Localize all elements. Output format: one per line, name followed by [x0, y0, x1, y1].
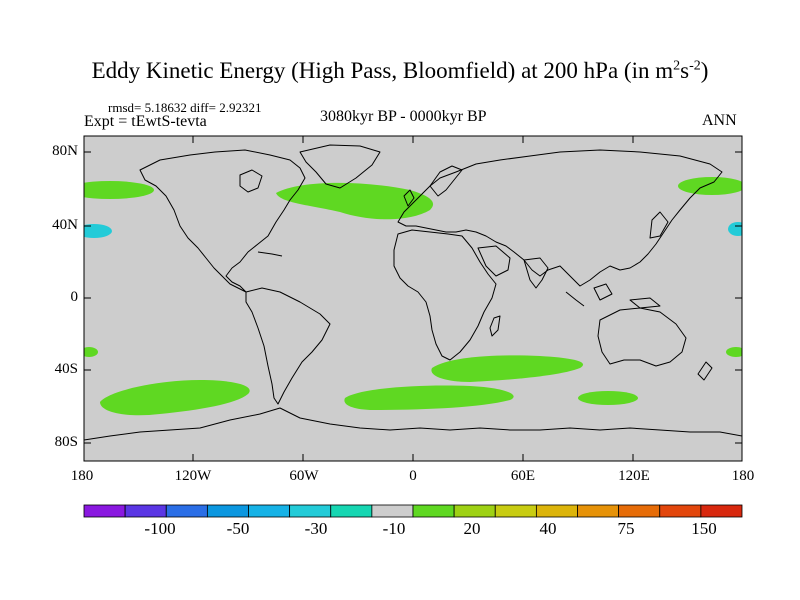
- coast-arabia: [477, 245, 511, 277]
- coast-hudson-bay: [239, 169, 263, 193]
- colorbar: [83, 504, 743, 518]
- anomaly-negative-pacific-east: [728, 222, 742, 236]
- coast-scandinavia: [429, 165, 463, 197]
- coast-africa: [393, 229, 497, 361]
- colorbar-label: -100: [144, 519, 176, 538]
- colorbar-box: [330, 504, 373, 518]
- lat-label-40s: 40S: [54, 361, 78, 377]
- coast-greenland: [299, 144, 381, 189]
- season-label: ANN: [702, 112, 737, 129]
- colorbar-label: 20: [463, 519, 481, 538]
- coast-japan: [649, 211, 669, 239]
- lat-label-80s: 80S: [54, 434, 78, 450]
- coast-caribbean: [257, 251, 283, 257]
- coast-antarctica: [84, 407, 742, 441]
- coast-sumatra: [565, 291, 585, 307]
- anomaly-south-pacific-east: [726, 347, 742, 357]
- map-title: Eddy Kinetic Energy (High Pass, Bloomfie…: [91, 58, 709, 83]
- lon-label-180w: 180: [70, 468, 94, 484]
- anomaly-south-pacific: [100, 380, 250, 416]
- anomaly-south-indian: [431, 355, 584, 382]
- colorbar-label: -10: [382, 519, 406, 538]
- coast-india: [523, 257, 549, 289]
- anomaly-regions: [84, 177, 742, 416]
- anomaly-south-indian-east: [578, 391, 638, 405]
- colorbar-box: [206, 504, 249, 518]
- stats-text: rmsd= 5.18632 diff= 2.92321: [108, 100, 262, 115]
- colorbar-label: 150: [691, 519, 717, 538]
- anomaly-north-atlantic: [276, 182, 434, 220]
- lon-label-60e: 60E: [510, 468, 536, 484]
- coast-eurasia: [397, 149, 723, 287]
- colorbar-box: [659, 504, 702, 518]
- colorbar-label: 75: [617, 519, 635, 538]
- colorbar-box: [618, 504, 661, 518]
- period-label: 3080kyr BP - 0000kyr BP: [320, 108, 487, 125]
- coast-british-isles: [403, 189, 415, 207]
- lon-label-180e: 180: [731, 468, 755, 484]
- colorbar-label: -30: [304, 519, 328, 538]
- lat-label-80n: 80N: [52, 143, 78, 159]
- colorbar-box: [371, 504, 414, 518]
- lon-label-0: 0: [409, 468, 417, 484]
- coast-australia: [597, 307, 687, 367]
- anomaly-south-atlantic: [344, 385, 514, 410]
- coastlines: [84, 144, 742, 441]
- lon-label-120e: 120E: [618, 468, 650, 484]
- experiment-label: Expt = tEwtS-tevta: [84, 113, 207, 130]
- lon-label-60w: 60W: [289, 468, 319, 484]
- colorbar-box: [494, 504, 537, 518]
- colorbar-box: [248, 504, 291, 518]
- colorbar-label: 40: [539, 519, 557, 538]
- colorbar-box: [124, 504, 167, 518]
- lat-label-0: 0: [70, 289, 79, 305]
- anomaly-north-pacific-east: [678, 177, 742, 195]
- colorbar-box: [535, 504, 578, 518]
- lat-ticks: [84, 151, 742, 444]
- colorbar-box: [165, 504, 208, 518]
- coast-new-zealand: [697, 361, 713, 381]
- coast-north-america: [139, 149, 306, 293]
- anomaly-negative-pacific-west: [84, 224, 112, 238]
- colorbar-box: [577, 504, 620, 518]
- lon-label-120w: 120W: [174, 468, 212, 484]
- coast-madagascar: [489, 315, 501, 337]
- coast-borneo: [593, 283, 613, 301]
- colorbar-box: [289, 504, 332, 518]
- colorbar-box: [453, 504, 496, 518]
- colorbar-box: [412, 504, 455, 518]
- coast-south-america: [245, 287, 331, 405]
- colorbar-label: -50: [226, 519, 250, 538]
- colorbar-box: [700, 504, 743, 518]
- coast-new-guinea: [629, 297, 661, 309]
- anomaly-north-pacific-west: [84, 181, 154, 199]
- colorbar-box: [83, 504, 126, 518]
- lat-label-40n: 40N: [52, 217, 78, 233]
- anomaly-south-pacific-west: [84, 347, 98, 357]
- lon-ticks: [83, 136, 743, 461]
